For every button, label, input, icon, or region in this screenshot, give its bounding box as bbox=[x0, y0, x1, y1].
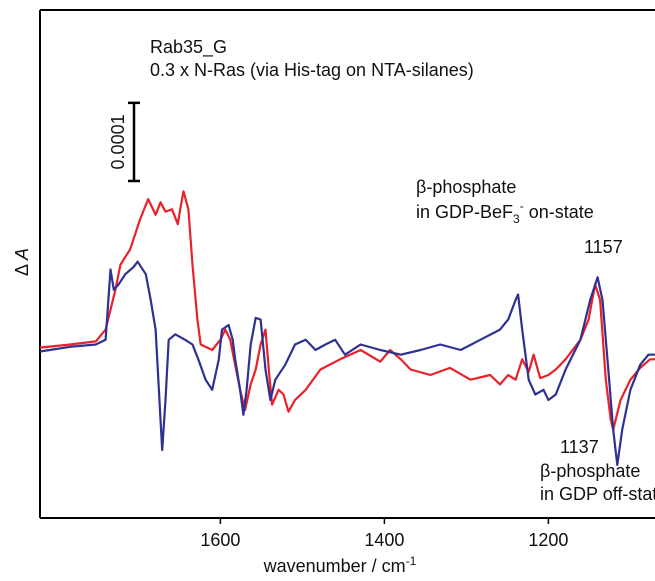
peak-label: 1137 bbox=[560, 437, 599, 457]
legend-entry: 0.3 x N-Ras (via His-tag on NTA-silanes) bbox=[150, 60, 474, 80]
x-axis-label: wavenumber / cm-1 bbox=[263, 554, 417, 576]
y-axis-label-var: A bbox=[12, 248, 32, 261]
x-axis-label-sup: -1 bbox=[406, 554, 417, 568]
legend-entry: Rab35_G bbox=[150, 37, 227, 58]
y-axis-label: Δ A bbox=[12, 248, 32, 276]
annotation-sub: 3 bbox=[513, 212, 520, 226]
x-tick-label: 1400 bbox=[364, 530, 404, 550]
annotation: in GDP off-state bbox=[540, 484, 655, 504]
scale-bar-label: 0.0001 bbox=[108, 114, 128, 169]
annotation-text: on-state bbox=[524, 202, 594, 222]
annotation-text: in GDP-BeF bbox=[416, 202, 513, 222]
x-tick-label: 1600 bbox=[200, 530, 240, 550]
data-line bbox=[39, 260, 655, 466]
annotation: in GDP-BeF3- on-state bbox=[416, 199, 594, 226]
x-tick-label: 1200 bbox=[528, 530, 568, 550]
data-line bbox=[39, 190, 655, 431]
peak-label: 1157 bbox=[584, 237, 623, 257]
y-axis-label-symbol: Δ bbox=[12, 260, 32, 276]
x-axis-label-text: wavenumber / cm bbox=[263, 556, 406, 576]
annotation-sup: - bbox=[520, 199, 524, 213]
annotation: β-phosphate bbox=[416, 177, 516, 197]
annotation: β-phosphate bbox=[540, 461, 640, 481]
